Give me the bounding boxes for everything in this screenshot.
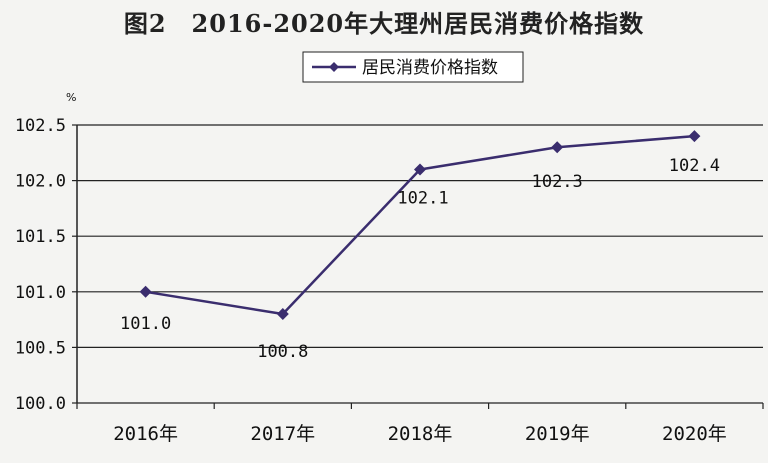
x-tick-label: 2017年 [250,423,315,445]
data-label: 102.1 [397,188,448,208]
y-axis-unit: % [66,91,76,104]
legend-label: 居民消费价格指数 [362,58,498,78]
series [139,130,701,321]
data-point [688,130,701,143]
data-point [276,308,289,321]
grid [77,124,763,404]
x-tick-label: 2016年 [113,423,178,445]
x-tick-label: 2020年 [662,423,727,445]
data-labels: 101.0 100.8 102.1 102.3 102.4 [120,156,720,362]
data-label: 102.4 [669,156,720,176]
chart-title: 图2 2016-2020年大理州居民消费价格指数 [123,9,645,38]
data-label: 102.3 [532,172,583,192]
y-tick-label: 102.0 [15,172,66,192]
data-label: 100.8 [257,342,308,362]
x-tick-label: 2019年 [525,423,590,445]
data-point [551,141,564,154]
series-line [145,134,695,316]
data-label: 101.0 [120,314,171,334]
x-axis: 2016年 2017年 2018年 2019年 2020年 [76,403,764,445]
legend-marker [329,62,339,72]
y-tick-label: 100.0 [15,394,66,414]
data-point [414,163,426,176]
y-tick-label: 102.5 [15,116,66,136]
legend: 居民消费价格指数 [302,51,524,83]
y-tick-label: 101.0 [15,283,66,303]
data-point [139,285,152,298]
x-tick-label: 2018年 [388,423,453,445]
y-tick-label: 100.5 [15,338,66,358]
y-tick-label: 101.5 [15,227,66,247]
y-axis: 100.0 100.5 101.0 101.5 102.0 102.5 [15,116,78,414]
